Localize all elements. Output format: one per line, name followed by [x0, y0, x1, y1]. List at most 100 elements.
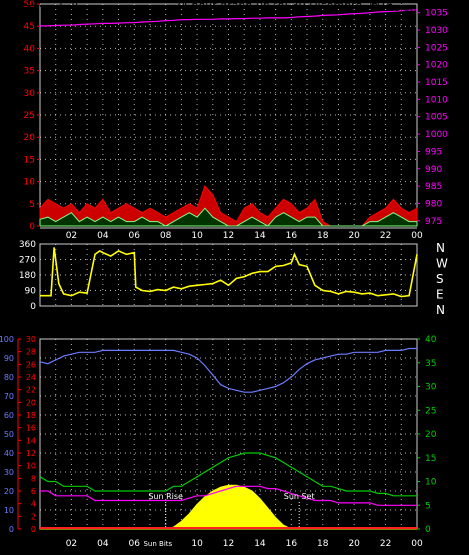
temperature-line [39, 452, 417, 497]
pressure-tick-label: 1025 [425, 43, 448, 53]
humidity-tick-label: 6 [31, 487, 36, 496]
humidity-tick-label: 8 [31, 474, 36, 483]
wind-tick-label: 50 [24, 0, 36, 10]
wind-pressure-grid [40, 4, 417, 226]
sun-bits-label: Sun Bits [143, 540, 172, 548]
wind-direction-grid [40, 244, 417, 306]
x-tick-label: 06 [129, 539, 141, 549]
direction-tick-label: 90 [25, 287, 37, 297]
x-tick-label: 04 [97, 231, 109, 241]
wind-tick-label: 5 [29, 200, 35, 210]
wind-direction-line [40, 247, 418, 298]
rain-tick-label: 50 [4, 430, 14, 439]
x-tick-label: 02 [66, 231, 77, 241]
temperature-tick-label: 15 [425, 454, 436, 464]
x-tick-label: 12 [223, 231, 234, 241]
rain-tick-label: 70 [4, 392, 14, 401]
x-tick-label: 18 [317, 231, 329, 241]
pressure-line [40, 9, 418, 27]
x-tick-label: 12 [223, 539, 234, 549]
rain-legend-label: Pioggia [0, 321, 40, 334]
pressure-tick-label: 1005 [425, 113, 448, 123]
pressure-tick-label: 1015 [425, 78, 448, 88]
humidity-tick-label: 26 [26, 360, 36, 369]
wind-tick-label: 25 [24, 111, 35, 121]
wind-tick-label: 10 [24, 178, 36, 188]
pressure-tick-label: 1000 [425, 130, 448, 140]
chart-title: 24 hour graph up to: 30 Dicembre 2016 [174, 0, 394, 12]
humidity-tick-label: 28 [26, 348, 36, 357]
sunrise-label: Sun Rise [148, 492, 183, 501]
pressure-tick-label: 1035 [425, 9, 448, 19]
x-tick-label: 16 [286, 231, 298, 241]
dewpoint-line [40, 485, 417, 506]
humidity-tick-label: 12 [26, 449, 36, 458]
x-tick-label: 08 [160, 231, 172, 241]
x-tick-label: 16 [286, 539, 298, 549]
temperature-tick-label: 30 [425, 383, 437, 393]
x-tick-label: 04 [97, 539, 109, 549]
rain-humidity-temperature-panel: Pioggia Umidita Solar Temperatura Dew Po… [0, 321, 469, 549]
temperature-tick-label: 5 [425, 501, 431, 511]
wind-tick-label: 0 [29, 222, 35, 232]
temperature-tick-label: 40 [425, 335, 437, 345]
humidity-tick-label: 18 [26, 411, 36, 420]
pressure-tick-label: 985 [425, 182, 442, 192]
compass-label: W [436, 257, 448, 271]
temperature-tick-label: 25 [425, 406, 436, 416]
sunset-label: Sun Set [284, 492, 315, 501]
pressure-tick-label: 1020 [425, 61, 448, 71]
wind-tick-label: 20 [24, 133, 36, 143]
rain-tick-label: 40 [4, 449, 14, 458]
humidity-tick-label: 14 [26, 436, 36, 445]
temperature-tick-label: 0 [425, 525, 431, 535]
humidity-legend-label: Umidita [68, 321, 111, 334]
direction-tick-label: 360 [19, 240, 36, 250]
wind-average-area [39, 207, 418, 227]
x-tick-label: 02 [66, 539, 77, 549]
wind-tick-label: 30 [24, 89, 36, 99]
pressure-tick-label: 980 [425, 199, 442, 209]
direction-tick-label: 270 [19, 256, 36, 266]
wind-direction-series [40, 247, 418, 298]
compass-label: N [436, 303, 445, 317]
rain-tick-label: 30 [4, 468, 14, 477]
humidity-line [39, 347, 417, 393]
x-tick-label: 14 [254, 539, 266, 549]
x-tick-label: 14 [254, 231, 266, 241]
rain-humidity-grid [40, 339, 417, 529]
humidity-tick-label: 0 [31, 525, 36, 534]
pressure-axis-label: Pressione [371, 1, 424, 14]
x-tick-label: 22 [380, 539, 391, 549]
x-tick-label: 20 [348, 231, 360, 241]
rain-tick-label: 90 [4, 354, 14, 363]
temperature-legend-label: Temperatura [311, 321, 382, 334]
solar-legend-label: Solar [117, 321, 146, 334]
x-tick-label: 10 [191, 231, 203, 241]
compass-label: N [436, 241, 445, 255]
x-tick-label: 18 [317, 539, 329, 549]
rain-tick-label: 60 [4, 411, 14, 420]
dewpoint-legend-label: Dew Point (°C) [392, 321, 469, 334]
temperature-tick-label: 10 [425, 478, 437, 488]
wind-pressure-axes: 0510152025303540455097598098599099510001… [24, 0, 449, 241]
x-tick-label: 10 [191, 539, 203, 549]
rain-humidity-series: Sun Rise Sun Set Sun Bits [39, 347, 417, 548]
compass-label: S [436, 272, 444, 286]
direction-tick-label: 0 [30, 302, 36, 312]
humidity-tick-label: 10 [26, 462, 36, 471]
x-tick-label: 20 [348, 539, 360, 549]
humidity-tick-label: 20 [26, 398, 36, 407]
pressure-tick-label: 1010 [425, 95, 448, 105]
wind-gust-area [39, 185, 418, 227]
humidity-tick-label: 30 [26, 335, 36, 344]
rain-tick-label: 100 [0, 335, 14, 344]
wind-tick-label: 45 [24, 22, 35, 32]
wind-tick-label: 40 [24, 44, 36, 54]
pressure-tick-label: 1030 [425, 26, 448, 36]
humidity-tick-label: 2 [31, 512, 36, 521]
x-tick-label: 06 [129, 231, 141, 241]
